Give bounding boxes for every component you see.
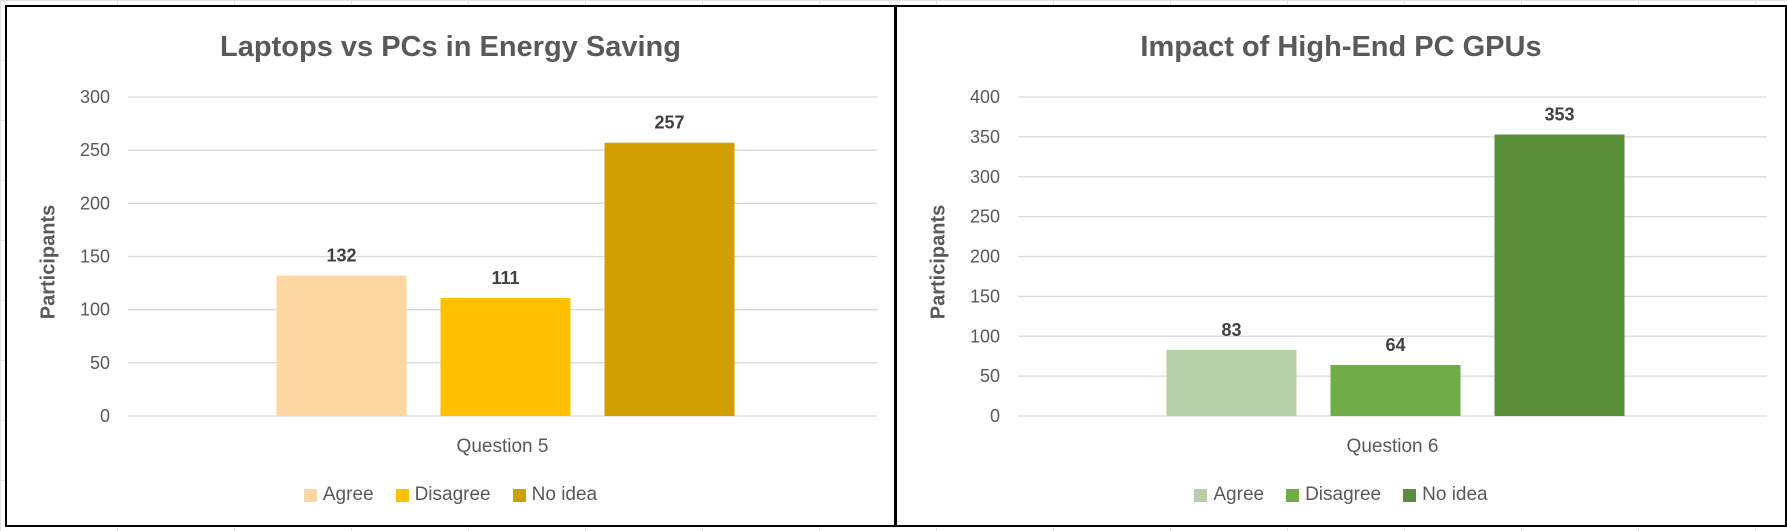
bar-disagree bbox=[1330, 364, 1461, 416]
legend-label: Disagree bbox=[1305, 484, 1382, 505]
chart-panel-energy-saving[interactable]: Laptops vs PCs in Energy Saving Particip… bbox=[5, 5, 896, 527]
legend-swatch bbox=[1194, 488, 1208, 502]
bar-agree bbox=[1166, 349, 1297, 416]
legend-swatch bbox=[395, 488, 409, 502]
bar-chart-plot: 0 50 100 150 200 250 300 132 111 257 Question 5 bbox=[80, 87, 877, 457]
chart-legend: Agree Disagree No idea bbox=[897, 484, 1785, 506]
legend-item-disagree: Disagree bbox=[395, 484, 491, 506]
y-tick-label: 150 bbox=[970, 286, 1000, 306]
bar-agree bbox=[276, 275, 407, 416]
y-tick-label: 50 bbox=[90, 353, 110, 373]
legend-item-disagree: Disagree bbox=[1286, 484, 1381, 506]
legend-swatch bbox=[303, 488, 317, 502]
bar-no-idea bbox=[604, 142, 735, 416]
legend-label: No idea bbox=[1422, 484, 1488, 505]
y-tick-label: 100 bbox=[970, 326, 1000, 346]
legend-label: Disagree bbox=[414, 484, 491, 505]
y-tick-label: 300 bbox=[80, 87, 110, 107]
legend-item-no-idea: No idea bbox=[1403, 484, 1488, 506]
legend-swatch bbox=[1403, 488, 1417, 502]
data-label-disagree: 111 bbox=[491, 268, 519, 288]
legend-label: Agree bbox=[1213, 484, 1265, 505]
chart-panel-gpu-impact[interactable]: Impact of High-End PC GPUs Participants … bbox=[895, 5, 1787, 527]
y-tick-label: 250 bbox=[970, 207, 1000, 227]
chart-title: Laptops vs PCs in Energy Saving bbox=[220, 31, 681, 63]
data-label-agree: 132 bbox=[326, 246, 356, 266]
chart-title: Impact of High-End PC GPUs bbox=[1140, 31, 1542, 63]
bar-no-idea bbox=[1494, 134, 1625, 417]
legend-swatch bbox=[512, 488, 526, 502]
data-label-agree: 83 bbox=[1221, 320, 1241, 340]
y-tick-label: 200 bbox=[970, 247, 1000, 267]
x-category-label: Question 5 bbox=[457, 436, 549, 457]
legend-swatch bbox=[1286, 488, 1300, 502]
legend-item-agree: Agree bbox=[303, 484, 374, 506]
y-tick-label: 150 bbox=[80, 247, 110, 267]
chart-legend: Agree Disagree No idea bbox=[7, 484, 894, 506]
data-label-no-idea: 257 bbox=[654, 113, 684, 133]
bar-disagree bbox=[440, 297, 571, 416]
y-tick-label: 0 bbox=[100, 406, 110, 426]
legend-item-no-idea: No idea bbox=[512, 484, 598, 506]
legend-label: No idea bbox=[531, 484, 598, 505]
y-tick-label: 400 bbox=[970, 87, 1000, 107]
data-label-no-idea: 353 bbox=[1544, 104, 1574, 124]
y-tick-label: 250 bbox=[80, 140, 110, 160]
y-tick-label: 100 bbox=[80, 300, 110, 320]
data-label-disagree: 64 bbox=[1385, 335, 1405, 355]
bar-chart-plot: 0 50 100 150 200 250 300 350 400 83 64 353 Question … bbox=[970, 87, 1767, 457]
legend-item-agree: Agree bbox=[1194, 484, 1264, 506]
y-tick-label: 50 bbox=[980, 366, 1000, 386]
x-category-label: Question 6 bbox=[1347, 436, 1439, 457]
y-tick-label: 0 bbox=[990, 406, 1000, 426]
y-tick-label: 200 bbox=[80, 193, 110, 213]
y-tick-label: 300 bbox=[970, 167, 1000, 187]
y-tick-label: 350 bbox=[970, 127, 1000, 147]
legend-label: Agree bbox=[322, 484, 374, 505]
